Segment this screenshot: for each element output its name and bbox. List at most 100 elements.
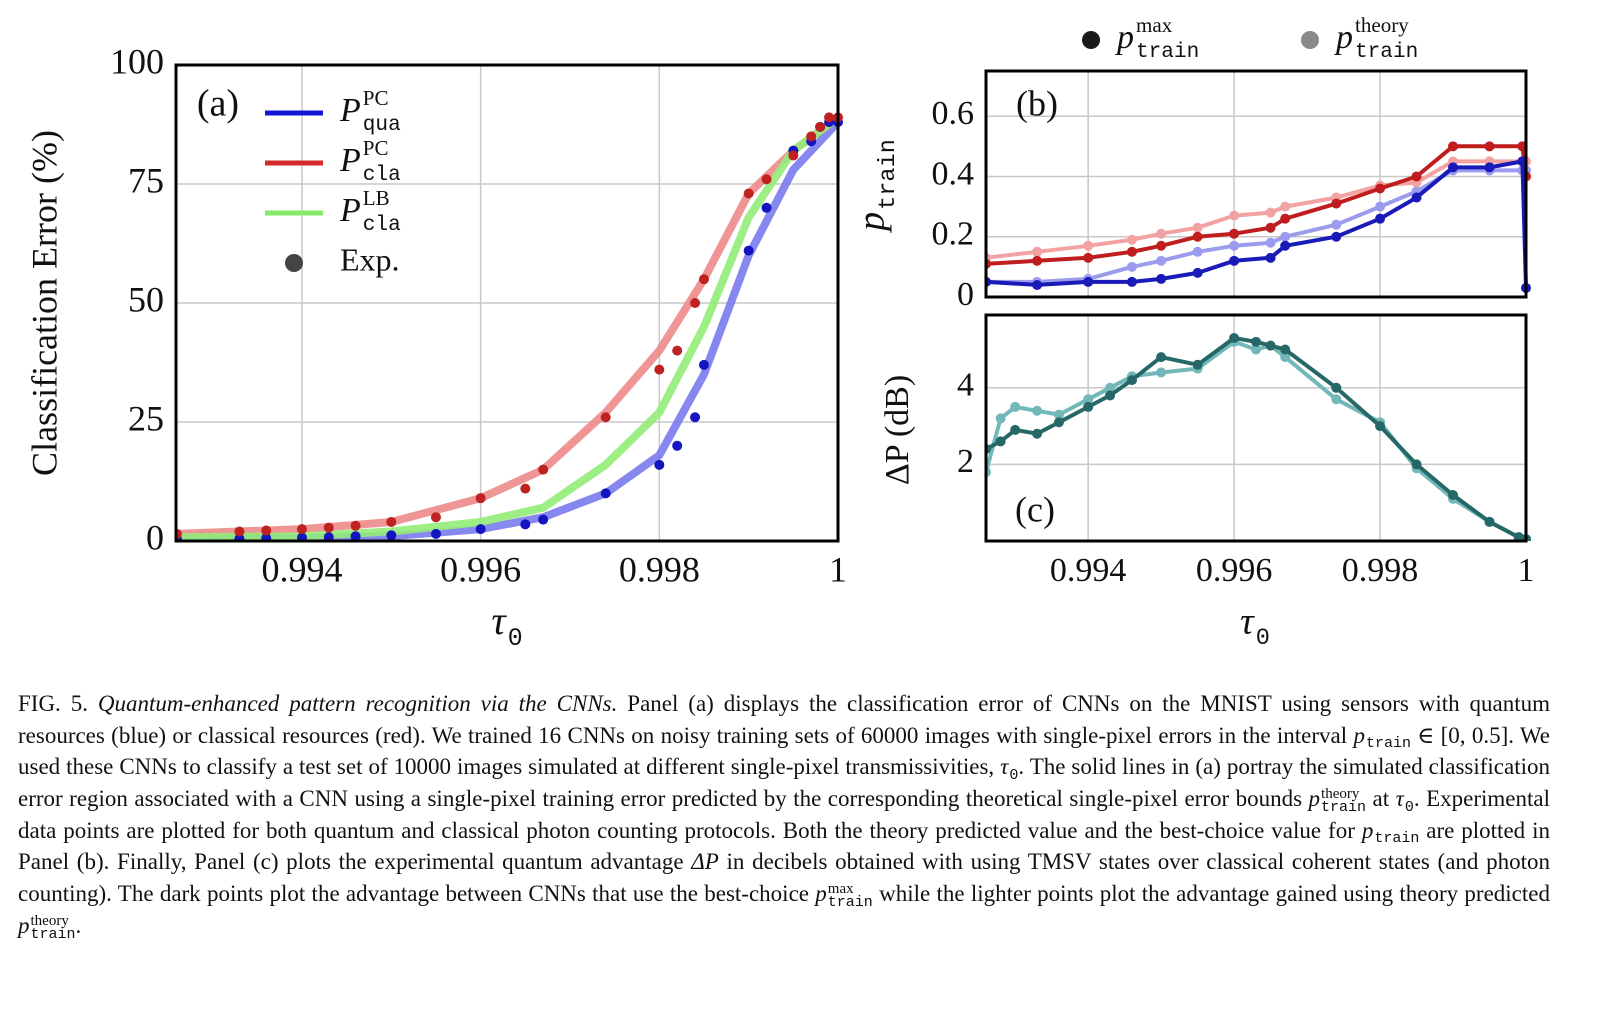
math-base: P — [339, 142, 361, 179]
data-point — [296, 524, 307, 535]
math-base: p — [815, 881, 827, 907]
caption-math: τ 0 — [1396, 783, 1414, 815]
data-point — [1484, 516, 1495, 527]
math-base: p — [851, 212, 893, 234]
math-base: τ — [1395, 786, 1404, 812]
data-point — [1126, 375, 1137, 386]
series-line — [986, 159, 1526, 260]
data-point — [1331, 394, 1342, 405]
math-stack: theory train — [30, 913, 76, 943]
data-point — [1251, 344, 1261, 355]
math-base: p — [1353, 722, 1365, 748]
data-point — [1448, 141, 1459, 152]
data-point — [296, 532, 307, 541]
math-stack: train — [1374, 818, 1419, 846]
data-point — [1032, 255, 1043, 266]
math-sub: train — [1321, 798, 1367, 816]
data-point — [1156, 228, 1167, 239]
math-sub: cla — [363, 213, 401, 237]
math-label: P LB cla — [339, 186, 401, 237]
x-tick-label: 0.996 — [1196, 552, 1273, 589]
y-tick-label: 50 — [128, 279, 164, 319]
data-point — [690, 412, 701, 423]
data-point — [386, 516, 397, 527]
data-point — [1229, 255, 1240, 266]
data-point — [1053, 409, 1064, 420]
data-point — [995, 413, 1006, 424]
data-point — [1375, 421, 1386, 432]
plot-area — [176, 112, 843, 541]
axes-frame — [984, 69, 1528, 299]
data-point — [1331, 382, 1342, 393]
data-point — [1229, 240, 1240, 251]
math-base: p — [18, 912, 30, 938]
caption-text: . The solid lines in (a) portray the sim… — [18, 754, 1550, 812]
y-tick-label: 75 — [128, 160, 164, 200]
caption-text: while the lighter points plot the advant… — [872, 881, 1550, 907]
data-point — [1265, 340, 1276, 351]
data-point — [1126, 261, 1137, 272]
x-tick-label: 0.998 — [1342, 552, 1419, 589]
data-point — [1280, 213, 1291, 224]
caption-text: are plotted in Panel (b). Finally, Panel… — [18, 817, 1550, 875]
math-sub: qua — [363, 113, 401, 137]
data-point — [1032, 428, 1043, 439]
series-band — [176, 114, 841, 538]
data-point — [1280, 240, 1291, 251]
data-point — [538, 464, 549, 475]
math-sub: train — [1136, 40, 1199, 64]
math-sup: max — [827, 880, 854, 897]
math-sub: train — [30, 925, 76, 943]
axes-frame — [174, 63, 840, 543]
math-base: p — [1334, 19, 1353, 56]
data-point — [1053, 417, 1064, 428]
legend-swatch — [1082, 31, 1100, 49]
data-point — [1010, 401, 1021, 412]
math-sub: 0 — [508, 625, 523, 653]
data-point — [261, 525, 272, 536]
data-point — [1105, 382, 1116, 393]
caption-text: at — [1366, 786, 1396, 812]
series-line — [986, 336, 1527, 541]
data-point — [654, 364, 665, 375]
y-tick-label: 0.6 — [932, 95, 975, 132]
data-point — [788, 150, 799, 161]
data-point — [1229, 228, 1240, 239]
data-point — [1192, 222, 1203, 233]
data-point — [1265, 222, 1276, 233]
math-sub: train — [827, 893, 873, 911]
math-base: τ — [491, 598, 507, 643]
math-stack: theory train — [1321, 785, 1367, 816]
legend-label: Exp. — [340, 241, 400, 277]
data-point — [1126, 246, 1137, 257]
math-sub: 0 — [1009, 767, 1019, 785]
y-tick-label: 4 — [957, 367, 974, 404]
data-point — [1375, 183, 1386, 194]
data-point — [1156, 352, 1167, 363]
data-point — [350, 520, 361, 531]
data-point — [1411, 192, 1422, 203]
data-point — [1229, 332, 1240, 343]
y-label: Classification Error (%) — [24, 130, 64, 476]
data-point — [1251, 336, 1261, 347]
math-sup: theory — [1321, 785, 1360, 802]
panel-label: (b) — [1016, 83, 1058, 123]
data-point — [761, 174, 772, 185]
data-point — [1375, 201, 1386, 212]
data-point — [538, 514, 549, 525]
data-point — [1265, 252, 1276, 263]
data-point — [1083, 276, 1094, 287]
data-point — [1032, 279, 1043, 290]
data-point — [1280, 201, 1291, 212]
data-point — [824, 112, 835, 123]
data-point — [995, 436, 1006, 447]
data-point — [806, 131, 817, 142]
data-point — [350, 531, 361, 541]
data-point — [600, 488, 611, 499]
data-point — [1448, 162, 1459, 173]
caption-text: ∈ [0, 0.5]. We used these CNNs to classi… — [18, 722, 1550, 780]
data-point — [761, 202, 772, 213]
